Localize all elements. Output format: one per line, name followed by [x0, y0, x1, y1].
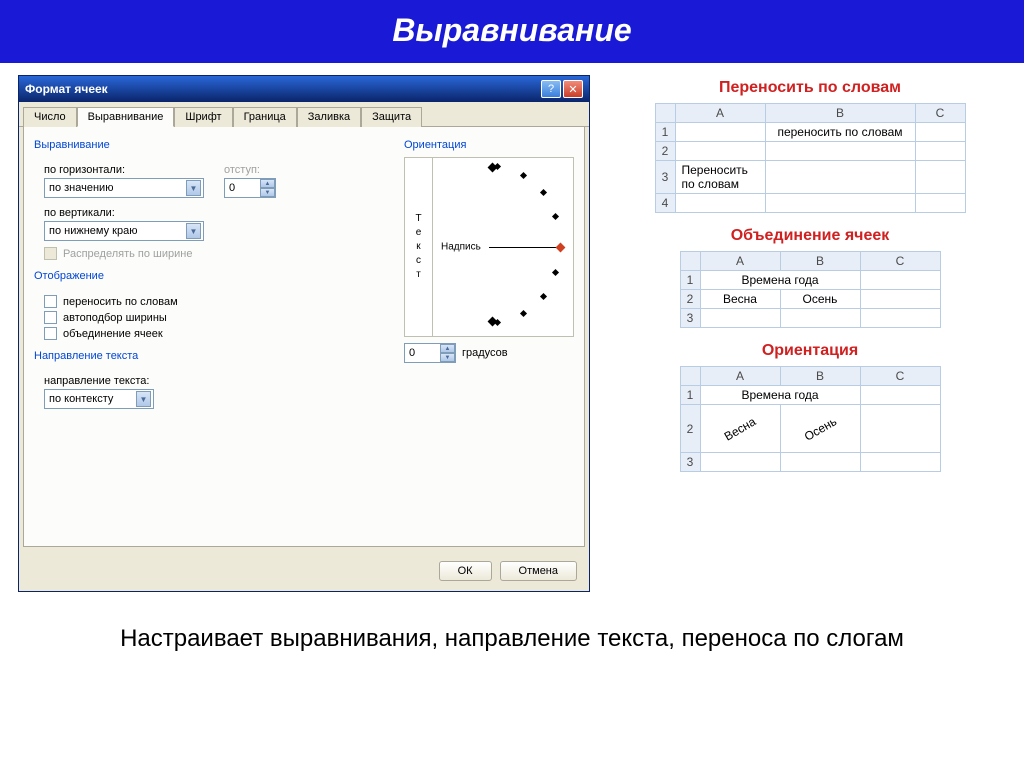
degrees-value: 0	[405, 347, 440, 359]
horizontal-select[interactable]: по значению ▼	[44, 178, 204, 198]
indent-spinner[interactable]: 0 ▲ ▼	[224, 178, 276, 198]
degrees-down[interactable]: ▼	[440, 353, 455, 362]
wrap-example-title: Переносить по словам	[640, 79, 980, 97]
orientation-section-title: Ориентация	[404, 139, 574, 151]
tab-number[interactable]: Число	[23, 107, 77, 127]
vertical-label: по вертикали:	[44, 207, 388, 219]
direction-value: по контексту	[49, 393, 113, 405]
ok-button[interactable]: ОК	[439, 561, 492, 581]
degrees-up[interactable]: ▲	[440, 344, 455, 353]
tab-fill[interactable]: Заливка	[297, 107, 361, 127]
orientation-vertical-text: Текст	[415, 212, 421, 282]
format-cells-dialog: Формат ячеек ? ✕ Число Выравнивание Шриф…	[18, 75, 590, 592]
tab-font[interactable]: Шрифт	[174, 107, 232, 127]
help-button[interactable]: ?	[541, 80, 561, 98]
direction-label: направление текста:	[44, 375, 388, 387]
orientation-inscription: Надпись	[441, 242, 481, 253]
tab-alignment[interactable]: Выравнивание	[77, 107, 175, 127]
orient-example-table: ABC 1Времена года 2ВеснаОсень 3	[680, 366, 941, 472]
display-section-title: Отображение	[34, 270, 388, 282]
direction-select[interactable]: по контексту ▼	[44, 389, 154, 409]
horizontal-label: по горизонтали:	[44, 164, 204, 176]
close-button[interactable]: ✕	[563, 80, 583, 98]
dialog-titlebar[interactable]: Формат ячеек ? ✕	[19, 76, 589, 102]
direction-section-title: Направление текста	[34, 350, 388, 362]
vertical-select[interactable]: по нижнему краю ▼	[44, 221, 204, 241]
wrap-label: переносить по словам	[63, 296, 178, 308]
wrap-example-table: ABC 1переносить по словам 2 3Переносить …	[655, 103, 966, 213]
autofit-checkbox[interactable]	[44, 311, 57, 324]
autofit-label: автоподбор ширины	[63, 312, 167, 324]
cancel-button[interactable]: Отмена	[500, 561, 577, 581]
indent-label: отступ:	[224, 164, 276, 176]
distribute-label: Распределять по ширине	[63, 248, 192, 260]
vertical-value: по нижнему краю	[49, 225, 137, 237]
merge-label: объединение ячеек	[63, 328, 163, 340]
horizontal-value: по значению	[49, 182, 113, 194]
distribute-checkbox-row: Распределять по ширине	[44, 247, 388, 260]
degrees-spinner[interactable]: 0 ▲ ▼	[404, 343, 456, 363]
examples-panel: Переносить по словам ABC 1переносить по …	[640, 75, 980, 592]
alignment-section-title: Выравнивание	[34, 139, 388, 151]
indent-down[interactable]: ▼	[260, 188, 275, 197]
orientation-control[interactable]: Текст Надпись	[404, 157, 574, 337]
tab-protection[interactable]: Защита	[361, 107, 422, 127]
slide-title: Выравнивание	[0, 0, 1024, 63]
degrees-label: градусов	[462, 347, 508, 359]
slide-caption: Настраивает выравнивания, направление те…	[0, 622, 1024, 656]
orient-example-title: Ориентация	[640, 342, 980, 360]
merge-example-title: Объединение ячеек	[640, 227, 980, 245]
dialog-tabs: Число Выравнивание Шрифт Граница Заливка…	[19, 102, 589, 127]
wrap-checkbox[interactable]	[44, 295, 57, 308]
dialog-title: Формат ячеек	[25, 82, 108, 96]
tab-border[interactable]: Граница	[233, 107, 297, 127]
merge-example-table: ABC 1Времена года 2ВеснаОсень 3	[680, 251, 941, 328]
chevron-down-icon: ▼	[186, 223, 201, 239]
merge-checkbox[interactable]	[44, 327, 57, 340]
indent-value: 0	[225, 182, 260, 194]
chevron-down-icon: ▼	[186, 180, 201, 196]
distribute-checkbox	[44, 247, 57, 260]
indent-up[interactable]: ▲	[260, 179, 275, 188]
chevron-down-icon: ▼	[136, 391, 151, 407]
